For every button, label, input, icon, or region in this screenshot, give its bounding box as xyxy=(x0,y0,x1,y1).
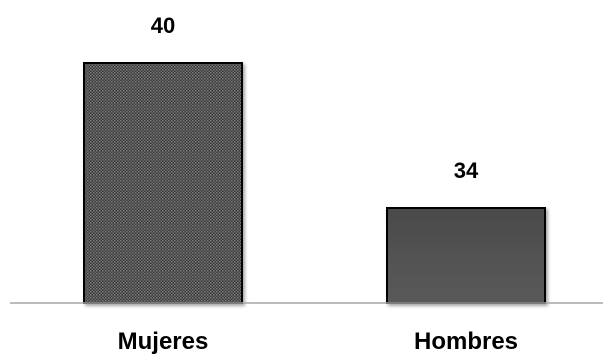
bars-layer xyxy=(83,62,546,304)
category-label-hombres: Hombres xyxy=(414,328,518,355)
bar-hombres xyxy=(386,207,546,304)
data-label-mujeres: 40 xyxy=(151,13,175,38)
bar-mujeres xyxy=(83,62,243,304)
data-label-hombres: 34 xyxy=(454,158,479,183)
category-label-mujeres: Mujeres xyxy=(118,328,209,355)
labels-layer: 40 Mujeres 34 Hombres xyxy=(118,13,518,355)
